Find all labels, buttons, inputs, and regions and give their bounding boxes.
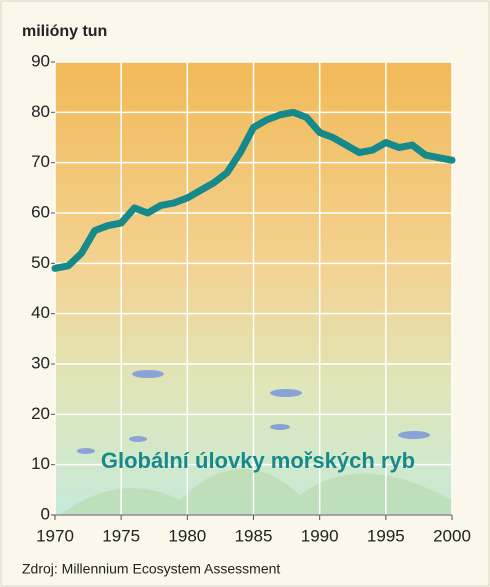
y-tick-label: 40 [31,303,50,322]
y-tick-label: 30 [31,353,50,372]
chart: milióny tun Zdroj: Millennium Ecosystem … [0,0,490,587]
x-tick-label: 1970 [36,526,74,545]
y-tick-label: 10 [31,454,50,473]
y-tick-label: 70 [31,152,50,171]
y-tick-label: 60 [31,202,50,221]
y-axis-label: milióny tun [22,23,107,40]
y-tick-label: 0 [41,504,50,523]
y-tick-label: 80 [31,102,50,121]
x-tick-label: 1995 [367,526,405,545]
page: {"chart_data": {"type": "line", "y_axis_… [0,0,490,587]
x-tick-label: 1980 [168,526,206,545]
x-tick-label: 1990 [301,526,339,545]
y-tick-label: 20 [31,404,50,423]
source: Zdroj: Millennium Ecosystem Assessment [22,561,280,577]
y-tick-label: 90 [31,51,50,70]
x-tick-label: 2000 [433,526,471,545]
x-tick-label: 1985 [235,526,273,545]
annotation: Globální úlovky mořských ryb [101,448,415,473]
y-tick-label: 50 [31,253,50,272]
x-tick-label: 1975 [102,526,140,545]
